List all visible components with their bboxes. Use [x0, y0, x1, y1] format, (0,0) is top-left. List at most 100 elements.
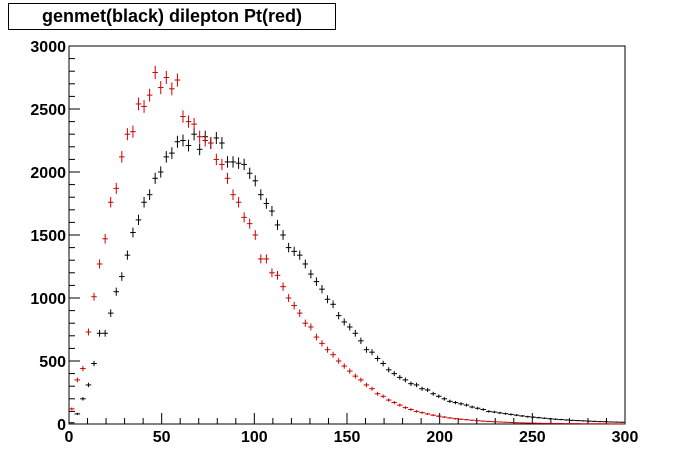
black-data-point	[602, 421, 609, 423]
red-data-point	[85, 328, 92, 336]
black-data-point	[302, 259, 309, 269]
black-data-point	[219, 137, 225, 149]
red-data-point	[202, 134, 208, 147]
red-data-point	[413, 410, 420, 413]
red-data-point	[358, 377, 364, 383]
red-data-point	[402, 406, 409, 410]
black-data-point	[157, 166, 164, 178]
black-data-point	[113, 287, 120, 296]
black-data-point	[574, 419, 581, 422]
red-data-point	[330, 351, 336, 358]
red-data-point	[519, 422, 525, 424]
red-data-point	[252, 230, 259, 240]
black-data-point	[474, 406, 481, 410]
black-data-point	[558, 418, 564, 421]
black-data-point	[608, 421, 614, 423]
black-data-point	[447, 399, 453, 404]
black-data-point	[413, 382, 420, 388]
black-data-point	[196, 143, 203, 156]
black-data-point	[569, 419, 575, 422]
red-data-point	[474, 420, 481, 422]
black-data-point	[80, 397, 86, 401]
black-data-point	[241, 158, 247, 171]
black-data-point	[169, 147, 175, 159]
y-tick-label: 3000	[30, 39, 66, 56]
red-data-point	[174, 73, 181, 87]
red-data-point	[424, 412, 431, 416]
red-data-point	[363, 382, 370, 388]
red-data-point	[80, 365, 86, 372]
black-data-point	[285, 242, 292, 253]
red-data-point	[435, 415, 442, 418]
black-data-point	[441, 397, 448, 401]
black-data-point	[291, 246, 297, 257]
black-data-point	[174, 135, 181, 148]
red-data-point	[74, 377, 81, 383]
black-data-point	[213, 131, 220, 144]
black-data-point	[324, 295, 331, 304]
black-data-point	[591, 420, 598, 422]
red-data-point	[380, 394, 386, 399]
black-data-point	[458, 402, 464, 406]
black-data-point	[130, 227, 136, 238]
red-data-point	[313, 333, 320, 341]
red-data-point	[319, 340, 325, 347]
red-data-point	[452, 417, 459, 420]
red-data-point	[96, 259, 103, 269]
black-data-point	[74, 412, 81, 416]
red-data-point	[302, 319, 309, 327]
red-data-point	[469, 419, 475, 421]
black-data-point	[185, 139, 192, 152]
black-data-point	[119, 272, 125, 281]
black-data-point	[69, 422, 75, 424]
red-data-point	[391, 400, 398, 405]
y-tick-label: 500	[39, 354, 66, 371]
black-data-point	[524, 415, 531, 418]
red-data-point	[296, 309, 303, 317]
black-data-point	[180, 134, 186, 147]
black-data-point	[408, 381, 414, 386]
red-data-point	[157, 81, 164, 95]
red-data-point	[369, 386, 375, 391]
red-data-point	[219, 158, 225, 171]
red-data-point	[235, 196, 242, 208]
red-data-point	[263, 254, 270, 264]
x-tick-label: 50	[153, 429, 171, 446]
black-data-point	[597, 421, 603, 423]
x-tick-label: 300	[612, 429, 639, 446]
black-data-point	[352, 329, 359, 337]
black-data-point	[613, 421, 620, 423]
red-data-point	[541, 422, 548, 424]
red-data-point	[547, 422, 553, 424]
red-data-point	[208, 137, 214, 149]
black-data-point	[363, 346, 370, 353]
red-data-point	[91, 292, 97, 301]
red-data-point	[335, 358, 342, 364]
black-series	[69, 128, 625, 424]
x-tick-label: 150	[334, 429, 361, 446]
red-data-point	[497, 421, 503, 423]
red-data-point	[491, 421, 498, 423]
red-data-point	[441, 416, 448, 419]
black-data-point	[374, 355, 381, 362]
red-data-point	[530, 422, 537, 424]
y-tick-label: 0	[57, 417, 66, 434]
black-data-point	[508, 413, 514, 416]
x-tick-label: 200	[426, 429, 453, 446]
black-data-point	[497, 411, 503, 415]
black-data-point	[313, 277, 320, 286]
x-tick-label: 100	[241, 429, 268, 446]
black-data-point	[85, 382, 92, 388]
red-data-point	[246, 218, 253, 229]
red-data-point	[135, 97, 142, 111]
red-data-point	[508, 421, 514, 423]
red-data-point	[408, 408, 414, 411]
red-data-point	[107, 196, 114, 208]
black-data-point	[124, 250, 131, 260]
black-data-point	[563, 419, 570, 421]
black-data-point	[141, 196, 147, 208]
black-data-point	[230, 156, 236, 168]
red-data-point	[130, 125, 136, 138]
black-data-point	[330, 300, 336, 309]
red-data-point	[374, 391, 381, 396]
